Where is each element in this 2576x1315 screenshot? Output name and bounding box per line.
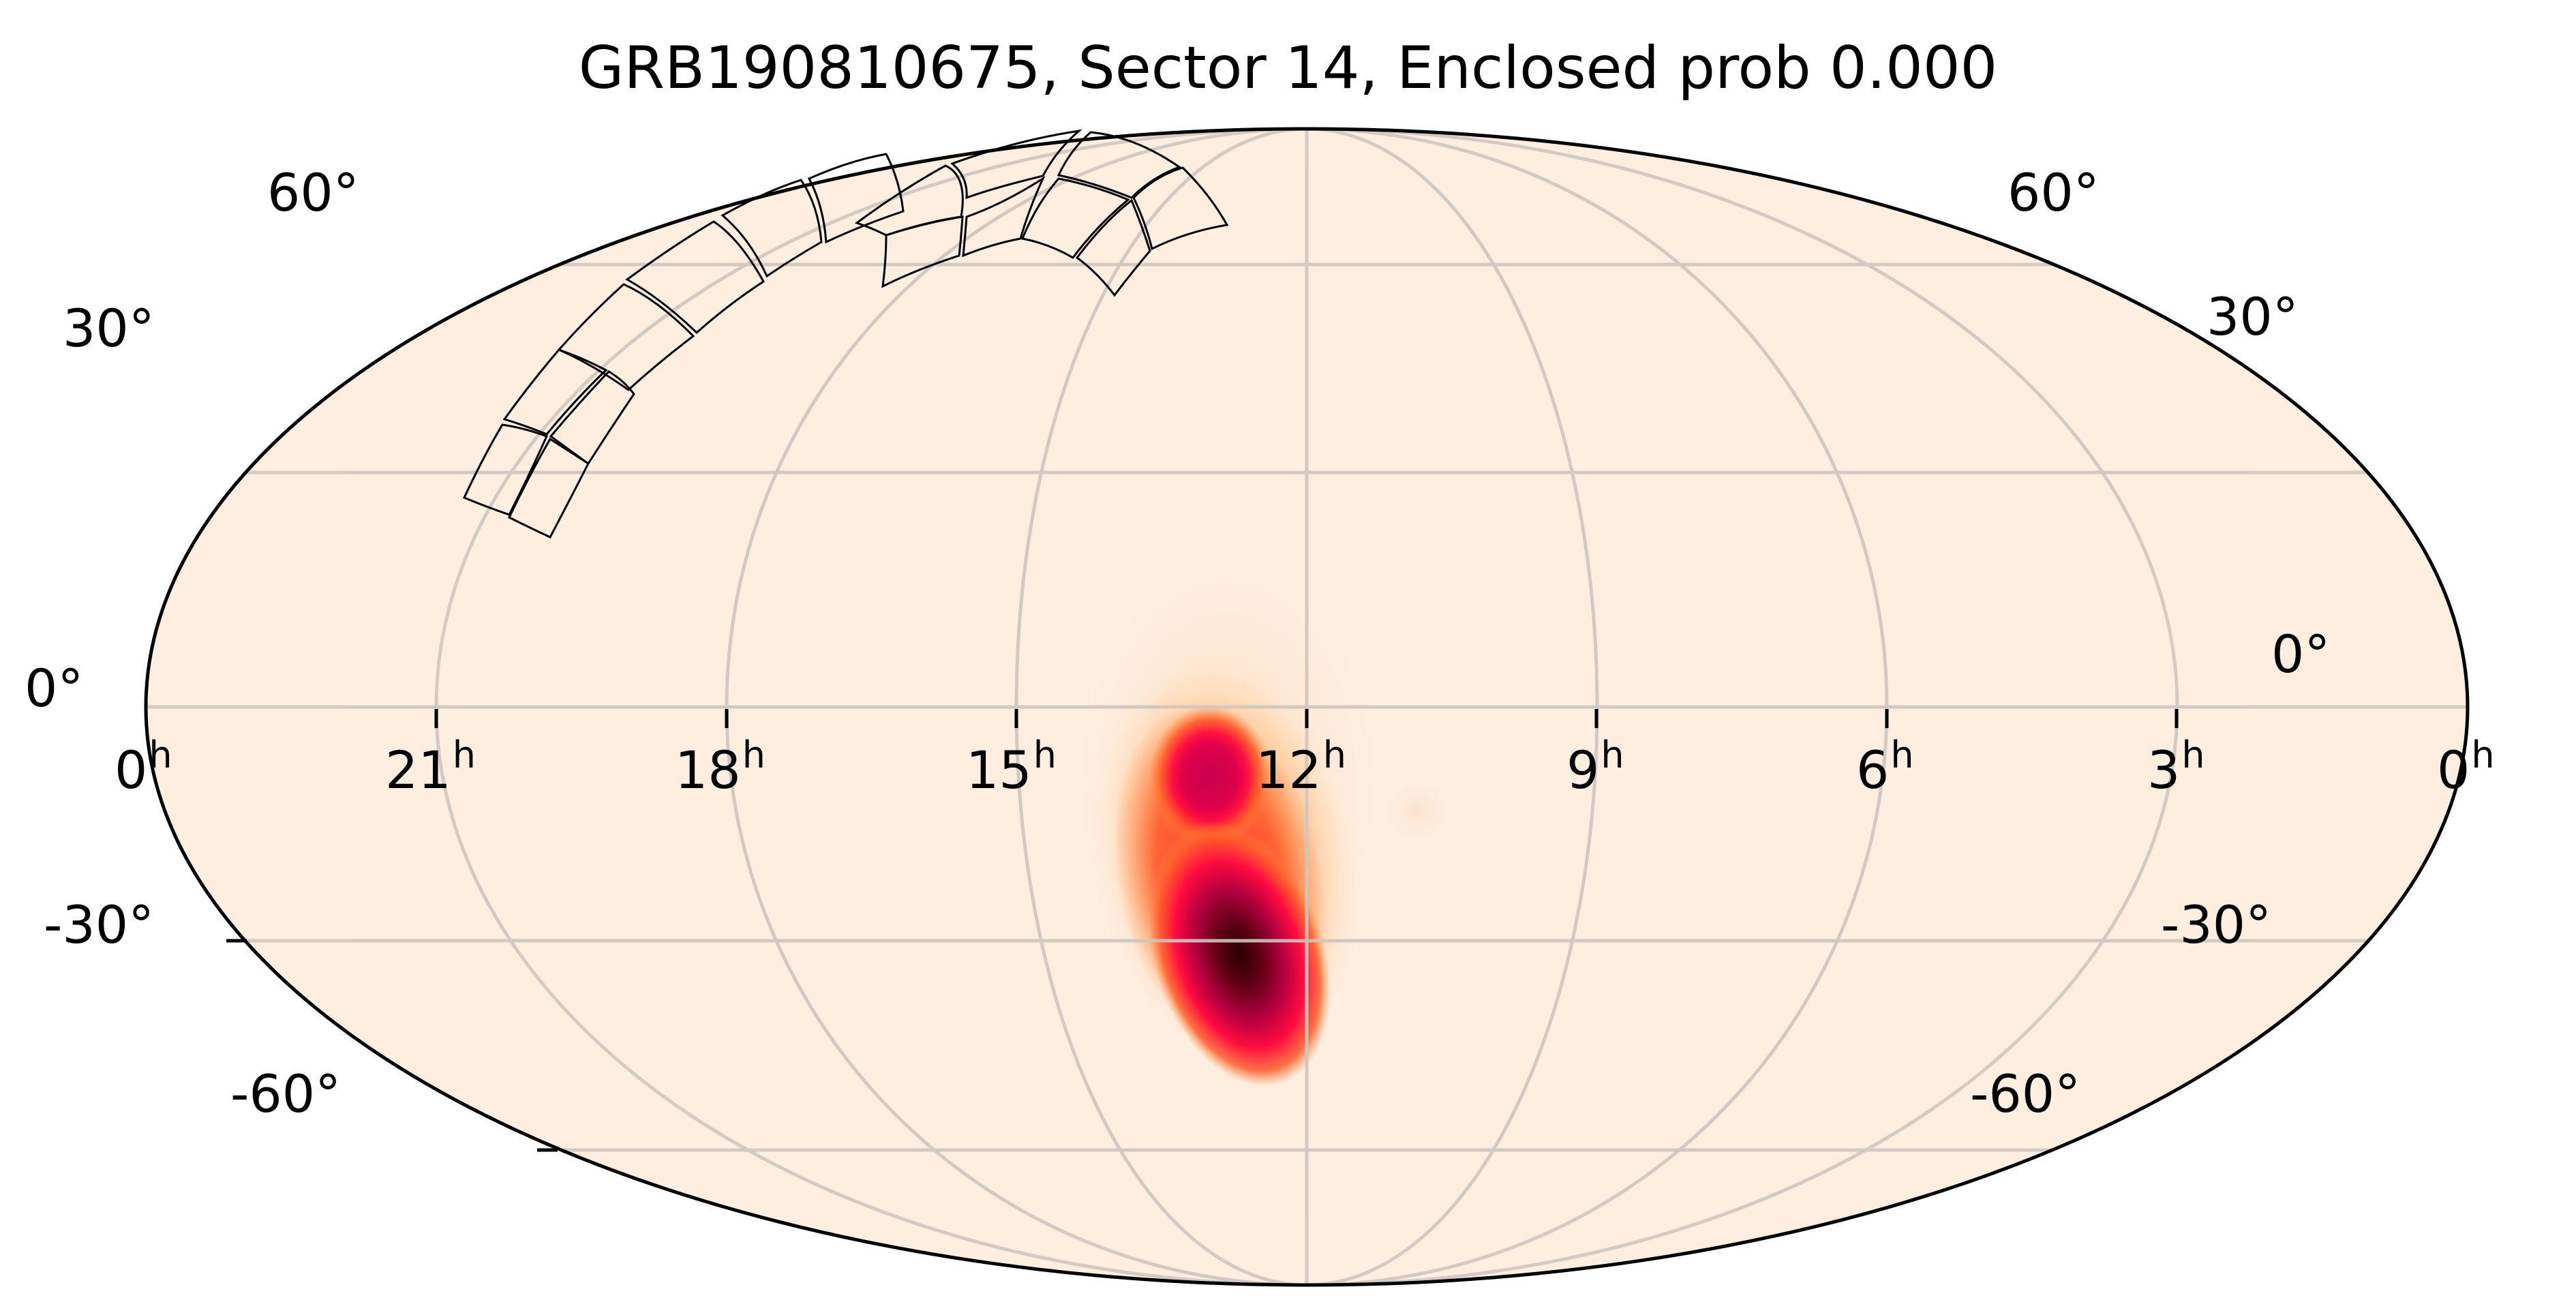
dec-label-right-m60: -60° [1970,1063,2081,1124]
grid-ra-15-9 [1014,129,1599,1285]
dec-label-right-m30: -30° [2161,894,2272,955]
ra-label-18h: 18h [675,734,766,800]
dec-tick-marks [226,939,558,1152]
ra-label-6h: 6h [1856,734,1914,800]
secondary-lobe [1149,706,1271,849]
ra-label-12h: 12h [1256,734,1346,800]
ccd-footprint [962,175,1046,258]
faint-spot [1377,774,1459,849]
ccd-footprint [807,153,905,244]
ccd-footprint [557,283,695,391]
grid-ra-18-6 [725,129,1889,1285]
ra-label-0h-left: 0h [115,734,172,800]
ccd-footprint [1020,177,1130,259]
dec-label-right-60: 60° [2007,162,2100,223]
probability-heatmap [1050,511,1459,1087]
ccd-footprint [625,220,765,335]
dec-label-right-0: 0° [2271,624,2331,684]
ra-label-0h-right: 0h [2437,734,2495,800]
dec-label-left-m60: -60° [230,1063,342,1124]
ra-label-21h: 21h [385,734,476,800]
tess-sector-footprints [462,129,1229,539]
ra-label-9h: 9h [1566,734,1624,800]
ccd-footprint [854,164,964,237]
ra-tick-marks [434,709,2179,728]
dec-label-left-60: 60° [267,162,359,223]
ra-label-3h: 3h [2147,734,2205,800]
ccd-footprint [1075,198,1151,297]
dec-label-left-m30: -30° [44,894,155,955]
primary-peak [1148,821,1331,1087]
ccd-footprint [462,423,549,516]
chart-title: GRB190810675, Sector 14, Enclosed prob 0… [578,34,1998,102]
ra-label-15h: 15h [966,734,1057,800]
grid-ra-21-3 [434,129,2179,1285]
ccd-footprint [950,129,1082,200]
ccd-footprint [502,348,608,436]
dec-label-left-30: 30° [63,298,155,359]
dec-label-right-30: 30° [2207,286,2299,347]
ccd-footprint [549,370,635,466]
ccd-footprint [881,215,964,288]
dec-label-left-0: 0° [25,658,84,719]
ccd-footprint [1132,166,1229,251]
map-frame [144,127,2470,1287]
ccd-footprint [721,179,823,278]
